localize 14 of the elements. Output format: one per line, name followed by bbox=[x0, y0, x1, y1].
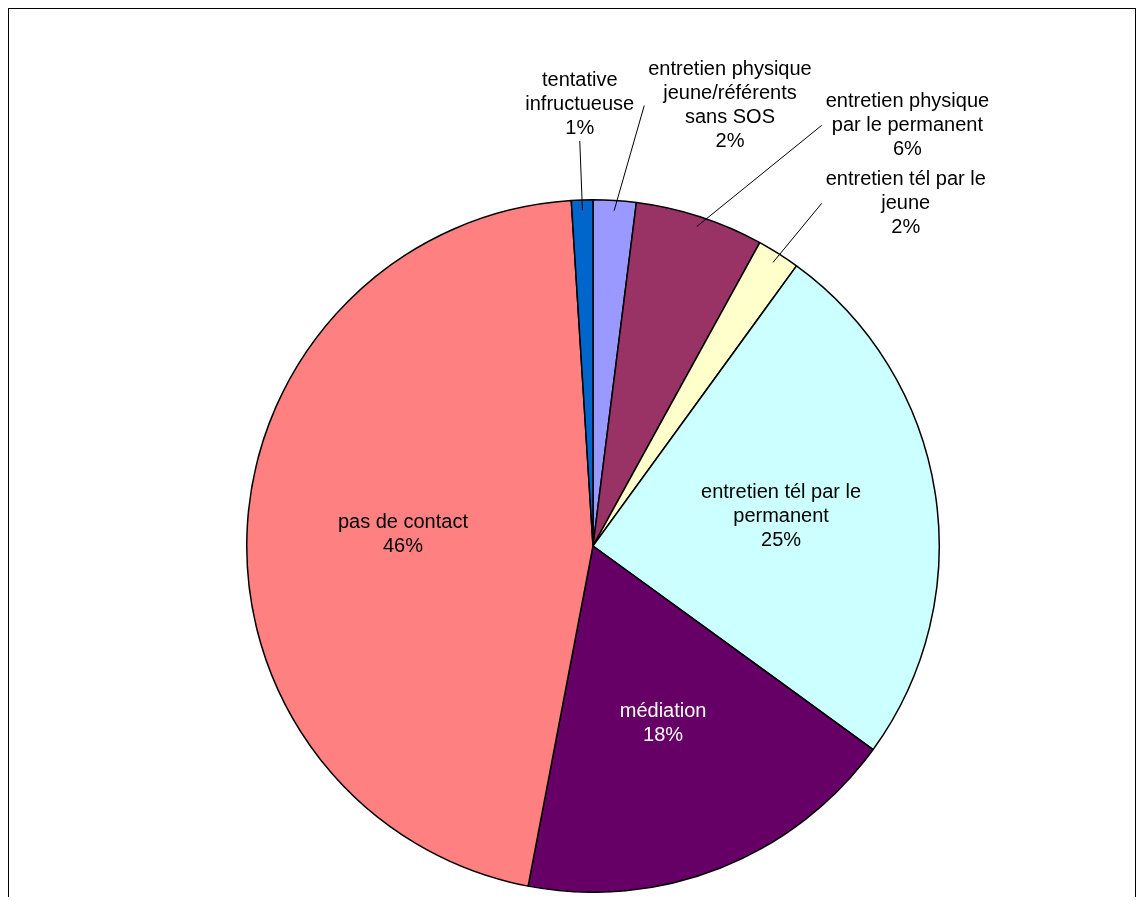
data-label: 2% bbox=[891, 214, 921, 237]
slice-label: entretien physique jeune/référents sans SOS bbox=[648, 57, 812, 128]
slice-label: tentative infructueuse bbox=[525, 68, 635, 115]
slice-label: entretien tél par le jeune bbox=[825, 166, 986, 213]
slice-label: entretien tél par le permanent bbox=[701, 479, 862, 526]
slice-label: pas de contact bbox=[337, 509, 469, 532]
data-label: 6% bbox=[892, 136, 923, 159]
data-label: 18% bbox=[643, 722, 684, 745]
data-label: 25% bbox=[761, 527, 802, 550]
data-label: 2% bbox=[715, 129, 745, 152]
slice-label: entretien physique par le permanent bbox=[825, 88, 990, 135]
slice-label: médiation bbox=[619, 698, 707, 721]
data-label: 1% bbox=[565, 116, 595, 139]
data-label: 46% bbox=[382, 533, 424, 556]
